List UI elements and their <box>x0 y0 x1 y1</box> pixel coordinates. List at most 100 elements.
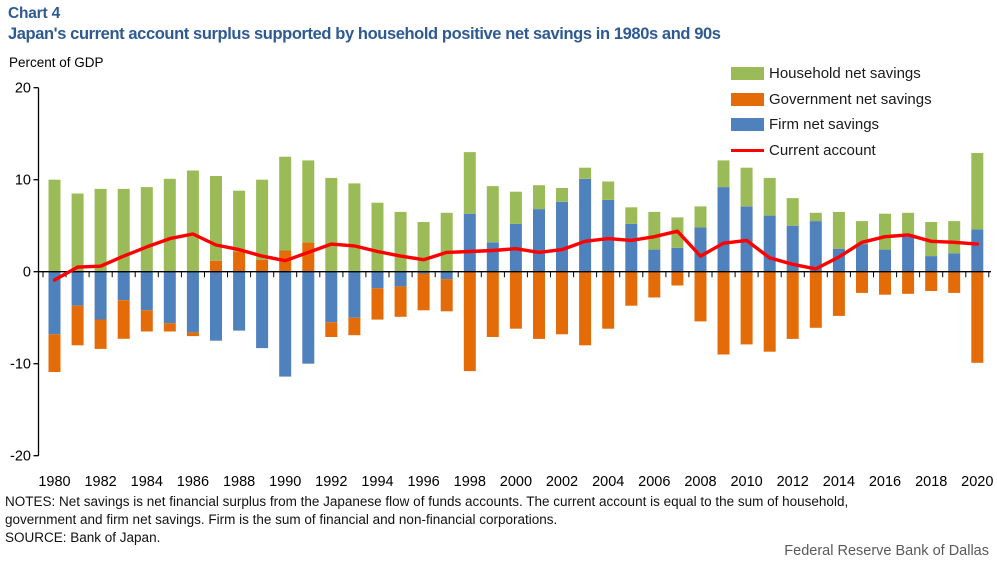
bar-segment-household-1990 <box>279 156 292 251</box>
bar-segment-household-1982 <box>94 188 107 272</box>
bar-segment-firm-1987 <box>210 271 222 341</box>
bar-segment-government-2019 <box>948 271 961 293</box>
bar-segment-firm-1999 <box>486 242 499 272</box>
x-axis-label-2006: 2006 <box>638 474 670 490</box>
bar-segment-government-1992 <box>325 322 338 337</box>
legend-line-marker <box>731 148 764 153</box>
bar-segment-government-1998 <box>463 271 476 372</box>
bar-segment-firm-2008 <box>694 227 707 272</box>
legend-item-2: Firm net savings <box>731 112 932 138</box>
bar-segment-government-1986 <box>186 332 199 337</box>
bar-segment-firm-1983 <box>117 271 130 301</box>
x-axis-label-1982: 1982 <box>84 474 116 490</box>
bar-segment-government-2000 <box>509 271 522 329</box>
bar-segment-government-2005 <box>625 271 638 306</box>
bar-segment-household-1985 <box>163 178 176 272</box>
bar-segment-firm-1984 <box>140 271 153 311</box>
x-axis-label-1984: 1984 <box>131 474 163 490</box>
bar-segment-government-1983 <box>117 300 130 339</box>
bar-segment-government-2016 <box>879 271 891 295</box>
legend-label: Government net savings <box>769 90 932 108</box>
bar-segment-government-1995 <box>394 286 407 317</box>
x-axis-label-2016: 2016 <box>869 474 901 490</box>
bar-segment-government-1985 <box>163 323 176 332</box>
bar-segment-government-2020 <box>971 271 984 363</box>
bar-segment-government-2006 <box>648 271 661 298</box>
bar-segment-household-2011 <box>763 177 776 216</box>
current-account-line <box>52 229 979 282</box>
bar-segment-government-2015 <box>856 271 868 293</box>
bar-segment-firm-2006 <box>648 249 661 272</box>
x-axis-label-1980: 1980 <box>38 474 70 490</box>
bar-segment-firm-1988 <box>233 271 246 331</box>
bar-segment-firm-1993 <box>348 271 361 318</box>
y-axis-label-10: 10 <box>15 173 31 189</box>
bar-segment-government-1981 <box>71 305 84 346</box>
bar-segment-firm-1985 <box>163 271 176 324</box>
bar-segment-household-2000 <box>509 191 522 224</box>
bar-segment-firm-2017 <box>902 236 915 272</box>
bar-segment-firm-1991 <box>302 271 315 364</box>
bar-segment-household-2002 <box>556 188 568 202</box>
bar-segment-firm-1995 <box>394 271 407 287</box>
header: Chart 4 Japan's current account surplus … <box>8 4 721 45</box>
bar-segment-firm-1992 <box>325 271 338 323</box>
bar-segment-household-2003 <box>579 167 592 179</box>
bar-segment-household-1995 <box>394 211 407 272</box>
bar-segment-household-2018 <box>925 222 938 256</box>
bar-segment-household-1987 <box>210 176 222 261</box>
bar-segment-firm-2001 <box>533 209 545 272</box>
legend-label: Current account <box>769 142 876 160</box>
notes-line-1: NOTES: Net savings is net financial surp… <box>5 494 849 509</box>
bar-segment-government-2009 <box>717 271 730 355</box>
bar-segment-government-1989 <box>256 259 269 272</box>
bar-segment-household-2005 <box>625 207 638 224</box>
x-axis-label-1986: 1986 <box>177 474 209 490</box>
x-axis-label-2002: 2002 <box>546 474 578 490</box>
bar-segment-household-2008 <box>694 206 707 228</box>
bar-segment-household-1998 <box>463 152 476 214</box>
bar-segment-household-2020 <box>971 153 984 230</box>
bar-segment-government-2018 <box>925 271 938 291</box>
bar-segment-government-2013 <box>809 271 822 328</box>
bar-segment-household-2006 <box>648 211 661 250</box>
bar-segment-firm-2013 <box>809 221 822 272</box>
bar-segment-household-2012 <box>786 198 799 226</box>
notes-line-2: government and firm net savings. Firm is… <box>5 511 558 527</box>
x-axis-label-2000: 2000 <box>500 474 532 490</box>
x-axis-label-2010: 2010 <box>730 474 762 490</box>
bar-segment-household-2004 <box>602 181 615 200</box>
y-axis-unit-label: Percent of GDP <box>9 55 104 70</box>
legend-item-0: Household net savings <box>731 61 932 87</box>
notes-block: NOTES: Net savings is net financial surp… <box>5 493 848 547</box>
legend-label: Household net savings <box>769 65 921 83</box>
bar-segment-firm-1986 <box>186 271 199 333</box>
bar-segment-firm-2019 <box>948 253 961 272</box>
bar-segment-firm-2015 <box>856 244 868 272</box>
bar-segment-government-2007 <box>671 271 684 286</box>
x-axis-label-2012: 2012 <box>777 474 809 490</box>
bar-segment-household-1993 <box>348 183 361 272</box>
bar-segment-government-1996 <box>417 273 430 311</box>
bar-segment-household-2009 <box>717 160 730 188</box>
bar-segment-household-2010 <box>740 167 753 207</box>
bar-segment-government-2012 <box>786 271 799 339</box>
bar-segment-household-2017 <box>902 212 915 237</box>
bar-segment-household-1984 <box>140 187 153 272</box>
bar-segment-firm-2003 <box>579 178 592 272</box>
bar-segment-firm-1998 <box>463 213 476 272</box>
bar-segment-household-1981 <box>71 193 84 272</box>
legend-swatch <box>731 92 764 106</box>
legend-swatch <box>731 67 764 81</box>
bar-segment-firm-1989 <box>256 271 269 349</box>
bar-segment-firm-2012 <box>786 225 799 272</box>
bar-segment-household-1989 <box>256 179 269 260</box>
bar-segment-household-1980 <box>48 179 61 272</box>
bar-segment-household-1986 <box>186 170 199 272</box>
legend-item-1: Government net savings <box>731 87 932 113</box>
bar-segment-firm-1994 <box>371 271 384 289</box>
page-title: Japan's current account surplus supporte… <box>8 25 721 44</box>
bar-segment-household-1991 <box>302 160 315 243</box>
x-axis-label-1994: 1994 <box>361 474 393 490</box>
x-axis-label-1992: 1992 <box>315 474 347 490</box>
